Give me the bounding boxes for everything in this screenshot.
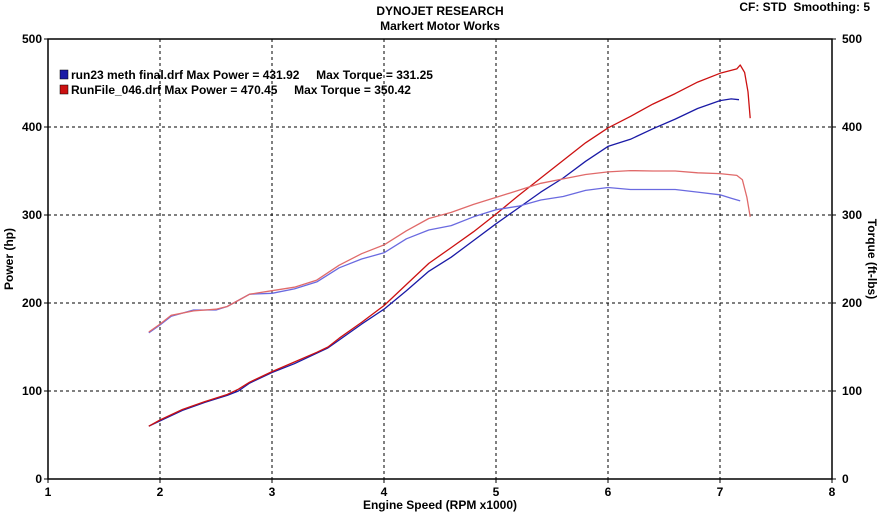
grid-lines (48, 39, 832, 479)
plot-frame (47, 38, 833, 480)
legend-swatch-run23 (59, 69, 69, 80)
series-line-power (148, 98, 740, 427)
y-tick-label-left: 300 (22, 208, 42, 222)
legend-entry-runfile046: RunFile_046.drf Max Power = 470.45 Max T… (71, 83, 411, 97)
y-tick-label-right: 500 (842, 32, 862, 46)
x-tick-label: 2 (157, 485, 164, 499)
series-line-power (148, 64, 751, 427)
settings-readout: CF: STD Smoothing: 5 (739, 0, 870, 14)
x-tick-label: 7 (717, 485, 724, 499)
y-tick-label-right: 200 (842, 296, 862, 310)
y-tick-label-left: 100 (22, 384, 42, 398)
y-tick-label-left: 400 (22, 120, 42, 134)
y-tick-label-right: 100 (842, 384, 862, 398)
y-tick-label-left: 500 (22, 32, 42, 46)
y-tick-label-right: 400 (842, 120, 862, 134)
chart-title: DYNOJET RESEARCH (376, 4, 503, 18)
y-axis-label-left: Power (hp) (2, 228, 16, 290)
legend-entry-run23: run23 meth final.drf Max Power = 431.92 … (71, 68, 433, 82)
y-tick-label-right: 0 (842, 472, 849, 486)
x-tick-label: 5 (493, 485, 500, 499)
x-tick-label: 8 (829, 485, 836, 499)
x-tick-label: 3 (269, 485, 276, 499)
y-tick-label-left: 200 (22, 296, 42, 310)
y-tick-label-right: 300 (842, 208, 862, 222)
x-tick-label: 4 (381, 485, 388, 499)
legend: run23 meth final.drf Max Power = 431.92 … (59, 68, 433, 97)
y-tick-label-left: 0 (35, 472, 42, 486)
series-line-torque (148, 186, 741, 334)
x-tick-label: 1 (45, 485, 52, 499)
series-layer (148, 64, 751, 427)
x-tick-label: 6 (605, 485, 612, 499)
x-axis-label: Engine Speed (RPM x1000) (363, 498, 517, 512)
series-line-torque (148, 169, 751, 333)
y-axis-label-right: Torque (ft-lbs) (865, 219, 879, 299)
chart-subtitle: Markert Motor Works (380, 19, 500, 33)
legend-swatch-runfile046 (59, 84, 69, 95)
